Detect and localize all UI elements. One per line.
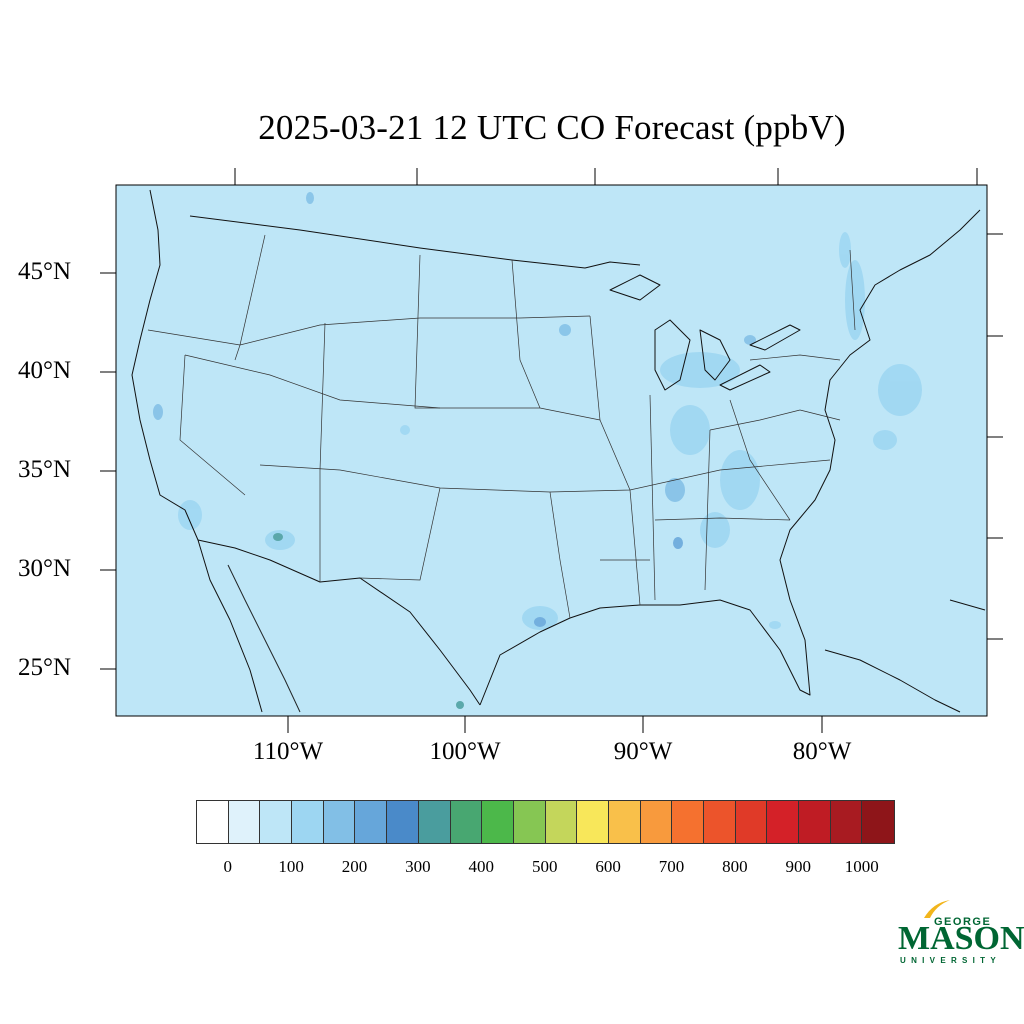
map-frame	[115, 184, 988, 717]
colorbar-tick-label: 600	[595, 857, 621, 876]
colorbar-swatch	[450, 801, 483, 843]
bottom-ticks	[287, 716, 823, 733]
colorbar-swatch	[608, 801, 641, 843]
colorbar-tick-label: 900	[785, 857, 812, 876]
map-background	[116, 185, 987, 716]
colorbar-swatch	[197, 801, 229, 843]
lat-label-25n: 25°N	[18, 654, 72, 681]
colorbar-swatch	[228, 801, 261, 843]
colorbar-tick-label: 800	[722, 857, 748, 876]
colorbar-swatch	[355, 801, 388, 843]
logo-top-line: GEORGE	[934, 916, 992, 928]
colorbar-swatch	[862, 801, 895, 843]
logo-bottom-line: UNIVERSITY	[900, 956, 1002, 965]
colorbar-swatch	[260, 801, 293, 843]
colorbar-tick-label: 1000	[844, 857, 879, 876]
left-ticks	[100, 272, 116, 670]
top-ticks	[234, 168, 978, 185]
colorbar-swatch	[767, 801, 800, 843]
lon-label-100w: 100°W	[429, 738, 501, 765]
colorbar-swatch	[672, 801, 704, 843]
colorbar	[196, 800, 896, 844]
colorbar-tick-label: 400	[468, 857, 495, 876]
logo-swoosh-icon	[924, 900, 950, 918]
state-boundaries	[147, 234, 856, 619]
colorbar-swatch	[482, 801, 514, 843]
lat-label-45n: 45°N	[18, 258, 72, 285]
colorbar-swatch	[799, 801, 831, 843]
colorbar-tick-label: 500	[531, 857, 558, 876]
lon-label-90w: 90°W	[613, 738, 673, 765]
colorbar-swatch	[545, 801, 578, 843]
lat-label-30n: 30°N	[18, 555, 72, 582]
lon-label-80w: 80°W	[792, 738, 852, 765]
gmu-logo: GEORGE MASON UNIVERSITY	[898, 898, 1024, 970]
colorbar-swatch	[418, 801, 451, 843]
colorbar-swatch	[513, 801, 546, 843]
lat-label-40n: 40°N	[18, 357, 72, 384]
logo-main: MASON	[898, 920, 1024, 957]
colorbar-tick-label: 0	[223, 857, 232, 876]
colorbar-swatch	[735, 801, 768, 843]
right-ticks	[987, 233, 1003, 640]
colorbar-swatch	[292, 801, 324, 843]
colorbar-tick-label: 200	[341, 857, 368, 876]
colorbar-swatch	[577, 801, 609, 843]
colorbar-swatch	[323, 801, 356, 843]
colorbar-tick-label: 100	[278, 857, 304, 876]
colorbar-tick-label: 300	[405, 857, 431, 876]
colorbar-tick-label: 700	[658, 857, 685, 876]
colorbar-swatch	[387, 801, 419, 843]
colorbar-swatch	[830, 801, 863, 843]
colorbar-swatch	[704, 801, 736, 843]
lon-label-110w: 110°W	[252, 738, 324, 765]
lat-label-35n: 35°N	[18, 456, 72, 483]
map-title: 2025-03-21 12 UTC CO Forecast (ppbV)	[258, 108, 846, 147]
colorbar-swatch	[640, 801, 673, 843]
